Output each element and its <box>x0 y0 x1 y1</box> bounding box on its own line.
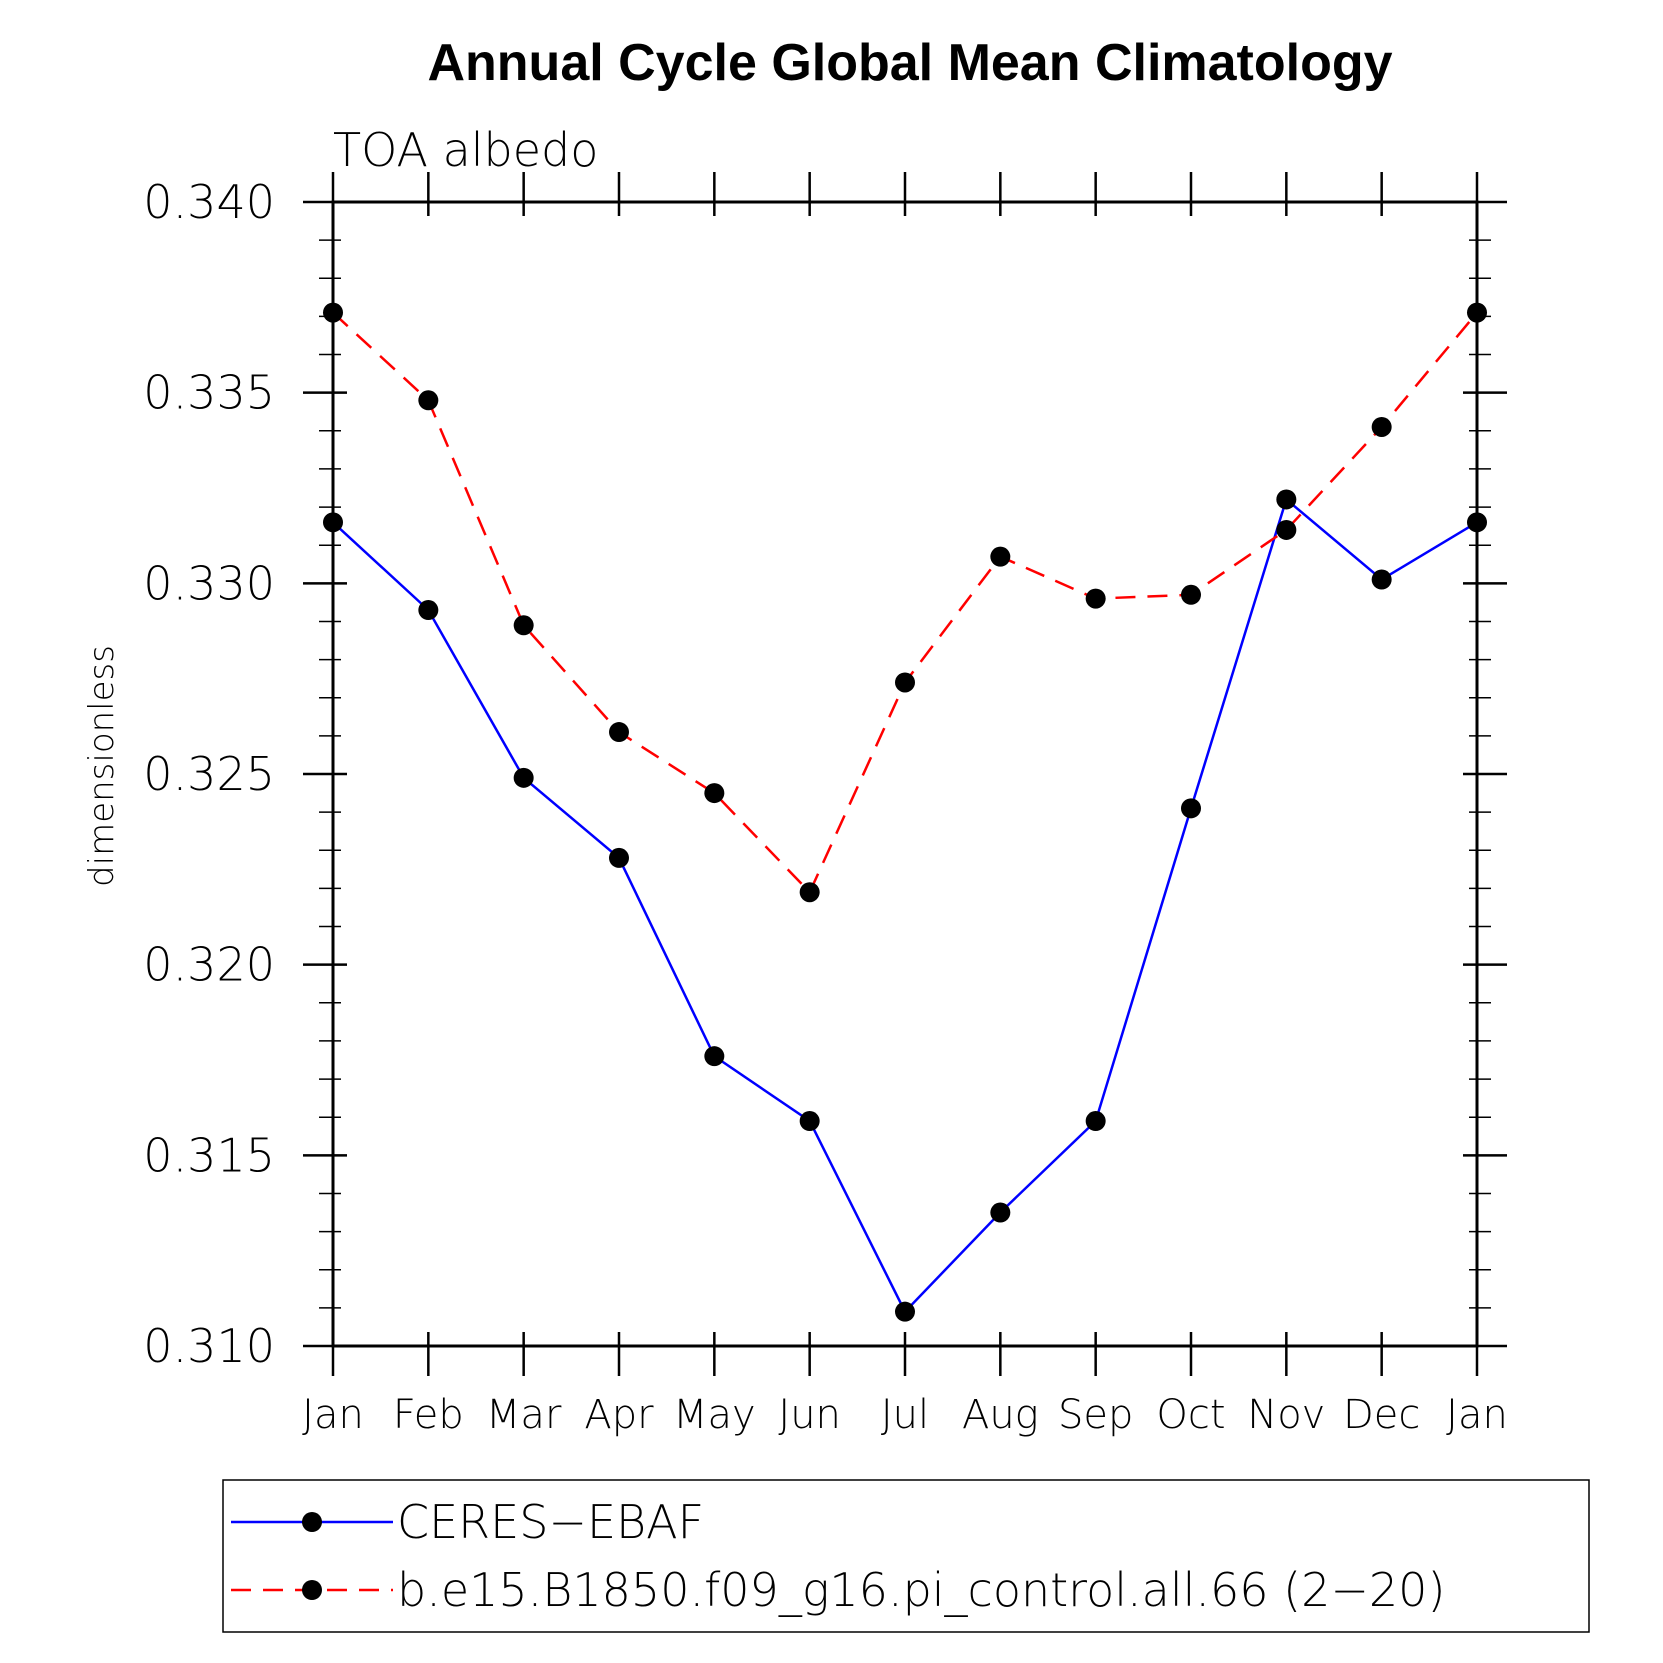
series-1-point <box>609 722 629 743</box>
series-0-point <box>990 1202 1011 1223</box>
x-tick-label: Aug <box>962 1392 1039 1438</box>
x-tick-label: Jan <box>302 1392 364 1438</box>
series-line-1 <box>332 311 1478 895</box>
x-tick-label: Sep <box>1058 1392 1133 1438</box>
series-0-point <box>1276 489 1297 510</box>
chart-title: Annual Cycle Global Mean Climatology <box>427 34 1392 92</box>
x-tick-label: Nov <box>1247 1392 1325 1438</box>
series-0-point <box>895 1301 915 1322</box>
series-1-point <box>704 783 725 804</box>
series-0-point <box>609 847 629 868</box>
series-line-0 <box>332 497 1478 1314</box>
legend-box <box>222 1479 1590 1633</box>
x-tick-label: Feb <box>393 1392 464 1438</box>
series-1-point <box>1371 416 1392 437</box>
series-1-point <box>990 546 1011 567</box>
x-tick-label: Jan <box>1446 1392 1508 1438</box>
series-1-point <box>323 302 343 323</box>
series-0-point <box>1085 1111 1106 1132</box>
series-1-point <box>799 882 820 903</box>
y-axis-label: dimensionless <box>82 645 122 887</box>
series-0-point <box>323 512 343 533</box>
legend-label-ceres: CERES−EBAF <box>397 1495 704 1549</box>
series-1-point <box>895 672 915 693</box>
y-tick-label: 0.310 <box>143 1319 275 1373</box>
x-tick-label: Jul <box>881 1392 929 1438</box>
series-0-point <box>799 1111 820 1132</box>
x-tick-label: May <box>673 1392 756 1438</box>
y-tick-label: 0.325 <box>143 747 275 801</box>
plot-frame <box>331 200 1479 1348</box>
series-1-point <box>1085 588 1106 609</box>
x-tick-label: Oct <box>1156 1392 1225 1438</box>
chart-subtitle: TOA albedo <box>333 123 598 177</box>
legend-marker-ceres <box>302 1512 322 1532</box>
x-axis-ticks: Jan Feb Mar Apr May Jun Jul Aug Sep Oct Nov Dec Jan <box>302 172 1508 1438</box>
series-0-point <box>418 600 439 621</box>
x-tick-label: Apr <box>584 1392 654 1438</box>
x-tick-label: Jun <box>778 1392 841 1438</box>
y-tick-label: 0.315 <box>143 1128 275 1182</box>
y-tick-label: 0.335 <box>143 366 275 420</box>
y-tick-label: 0.330 <box>143 556 275 610</box>
series-1-point <box>513 615 534 636</box>
series-1-point <box>418 390 439 411</box>
series-1-point <box>1467 302 1487 323</box>
series-0-point <box>1181 798 1201 819</box>
x-tick-label: Dec <box>1343 1392 1420 1438</box>
series-0-point <box>513 767 534 788</box>
series-0-point <box>704 1046 725 1067</box>
legend-label-model: b.e15.B1850.f09_g16.pi_control.all.66 (2… <box>397 1563 1445 1617</box>
x-tick-label: Mar <box>486 1392 562 1438</box>
plot-border <box>331 200 1479 1348</box>
y-tick-label: 0.340 <box>143 175 275 229</box>
legend-marker-model <box>302 1580 322 1600</box>
series-1-point <box>1181 584 1201 605</box>
series-0-point <box>1371 569 1392 590</box>
series-lines <box>332 311 1478 1314</box>
series-1-point <box>1276 519 1297 540</box>
y-tick-label: 0.320 <box>143 938 275 992</box>
series-0-point <box>1467 512 1487 533</box>
y-axis-ticks: 0.310 0.315 0.320 0.325 0.330 0.335 0.340 <box>143 175 1507 1373</box>
series-points <box>323 302 1487 1322</box>
legend: CERES−EBAF b.e15.B1850.f09_g16.pi_contro… <box>222 1479 1590 1633</box>
